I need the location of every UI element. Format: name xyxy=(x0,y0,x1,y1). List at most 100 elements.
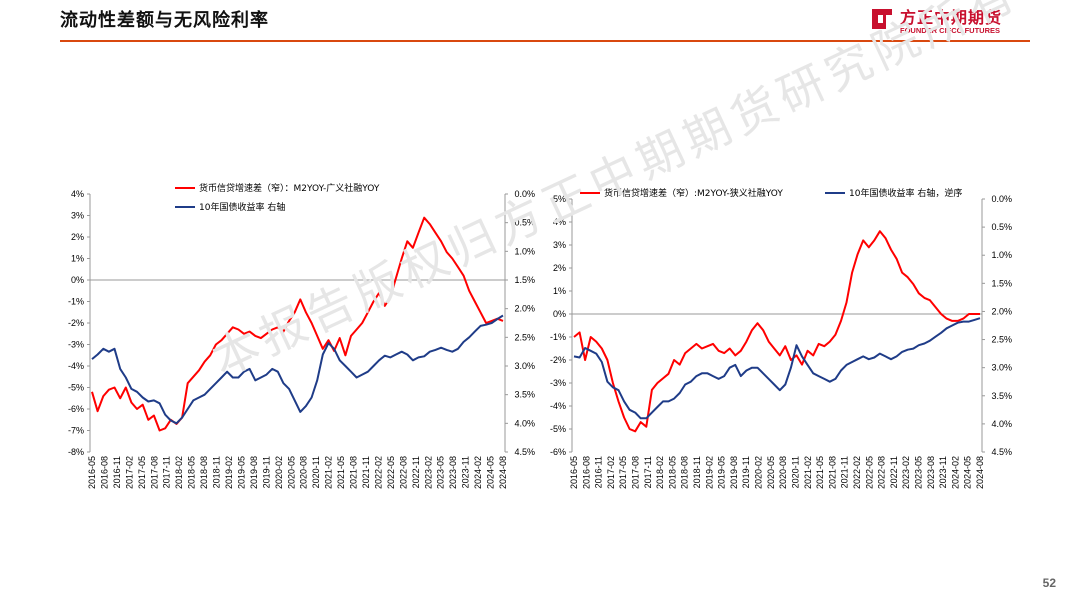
logo-chinese-name: 方正中期期货 xyxy=(900,8,1003,27)
y-right-tick-label: 4.0% xyxy=(514,418,535,428)
x-tick-label: 2016-05 xyxy=(87,456,97,489)
x-tick-label: 2017-08 xyxy=(631,456,641,489)
x-tick-label: 2024-02 xyxy=(473,456,483,489)
x-tick-label: 2021-11 xyxy=(840,456,850,488)
chart-m2-narrow-tsf-vs-10y: 5% 4% 3% 2% 1% 0% -1% -2% -3% -4% -5% -6% 0.0% 0.5% 1.… xyxy=(535,182,1035,502)
x-tick-label: 2019-05 xyxy=(717,456,727,489)
y-right-tick-label: 3.5% xyxy=(991,391,1012,401)
y-right-tick-label: 1.5% xyxy=(991,278,1012,288)
x-tick-label: 2020-02 xyxy=(754,456,764,489)
y-left-tick-label: -5% xyxy=(550,424,566,434)
y-left-tick-label: 5% xyxy=(553,194,566,204)
x-tick-label: 2021-11 xyxy=(361,456,371,488)
y-right-tick-label: 2.0% xyxy=(991,306,1012,316)
x-tick-label: 2017-02 xyxy=(124,456,134,489)
y-right-tick-label: 1.0% xyxy=(991,250,1012,260)
x-tick-label: 2020-08 xyxy=(778,456,788,489)
x-tick-label: 2017-08 xyxy=(149,456,159,489)
x-tick-label: 2021-02 xyxy=(803,456,813,489)
y-right-tick-label: 0.5% xyxy=(514,218,535,228)
y-left-tick-label: 3% xyxy=(71,211,84,221)
x-tick-label: 2017-02 xyxy=(606,456,616,489)
legend-label: 10年国债收益率 右轴，逆序 xyxy=(849,187,962,199)
chart-left-svg: 4% 3% 2% 1% 0% -1% -2% -3% -4% -5% -6% -7% -8% 0.0% 0.… xyxy=(68,182,535,489)
y-right-tick-label: 0.5% xyxy=(991,222,1012,232)
x-tick-label: 2016-11 xyxy=(594,456,604,488)
y-left-tick-label: 0% xyxy=(553,309,566,319)
y-left-tick-label: -3% xyxy=(68,340,84,350)
x-tick-label: 2016-08 xyxy=(581,456,591,489)
x-tick-label: 2018-02 xyxy=(655,456,665,489)
x-tick-label: 2022-08 xyxy=(877,456,887,489)
x-tick-label: 2018-08 xyxy=(199,456,209,489)
y-left-tick-label: -4% xyxy=(550,401,566,411)
series-line-spread xyxy=(91,216,504,432)
x-tick-label: 2022-02 xyxy=(852,456,862,489)
x-tick-label: 2019-08 xyxy=(729,456,739,489)
y-right-tick-label: 2.0% xyxy=(514,304,535,314)
x-tick-label: 2018-11 xyxy=(212,456,222,488)
x-tick-label: 2019-11 xyxy=(261,456,271,488)
y-left-tick-label: 2% xyxy=(553,263,566,273)
series-line-spread xyxy=(573,230,980,433)
x-tick-label: 2023-02 xyxy=(423,456,433,489)
x-tick-label: 2018-08 xyxy=(680,456,690,489)
x-tick-label: 2017-05 xyxy=(618,456,628,489)
y-left-tick-label: -4% xyxy=(68,361,84,371)
x-tick-label: 2018-05 xyxy=(187,456,197,489)
y-right-tick-label: 4.5% xyxy=(514,447,535,457)
x-tick-label: 2023-11 xyxy=(938,456,948,488)
x-tick-label: 2024-02 xyxy=(950,456,960,489)
series-line-10y-yield xyxy=(573,317,981,420)
y-left-tick-label: -1% xyxy=(68,297,84,307)
y-left-tick-label: 4% xyxy=(553,217,566,227)
y-left-tick-label: 0% xyxy=(71,275,84,285)
y-right-tick-label: 1.5% xyxy=(514,275,535,285)
page-number: 52 xyxy=(1042,576,1056,590)
x-tick-label: 2020-05 xyxy=(286,456,296,489)
x-tick-label: 2020-02 xyxy=(274,456,284,489)
x-tick-label: 2019-02 xyxy=(224,456,234,489)
y-left-tick-label: -3% xyxy=(550,378,566,388)
x-tick-label: 2016-11 xyxy=(112,456,122,488)
y-left-tick-label: 4% xyxy=(71,189,84,199)
x-tick-label: 2021-08 xyxy=(827,456,837,489)
y-left-tick-label: -7% xyxy=(68,426,84,436)
x-tick-label: 2016-08 xyxy=(99,456,109,489)
y-right-tick-label: 4.5% xyxy=(991,447,1012,457)
y-right-tick-label: 2.5% xyxy=(514,332,535,342)
logo-english-name: FOUNDER CIFCO FUTURES xyxy=(900,26,1000,35)
x-tick-label: 2023-05 xyxy=(913,456,923,489)
y-right-tick-label: 4.0% xyxy=(991,419,1012,429)
x-tick-label: 2020-11 xyxy=(311,456,321,488)
y-left-tick-label: -2% xyxy=(68,318,84,328)
x-tick-label: 2022-08 xyxy=(398,456,408,489)
legend-label: 10年国债收益率 右轴 xyxy=(199,201,285,213)
y-right-tick-label: 1.0% xyxy=(514,246,535,256)
x-tick-label: 2022-05 xyxy=(864,456,874,489)
chart-m2-broad-tsf-vs-10y: 4% 3% 2% 1% 0% -1% -2% -3% -4% -5% -6% -7% -8% 0.0% 0.… xyxy=(55,182,545,502)
chart-right-svg: 5% 4% 3% 2% 1% 0% -1% -2% -3% -4% -5% -6% 0.0% 0.5% 1.… xyxy=(550,187,1012,489)
x-tick-label: 2023-08 xyxy=(926,456,936,489)
x-tick-label: 2019-05 xyxy=(236,456,246,489)
x-tick-label: 2021-05 xyxy=(815,456,825,489)
y-right-tick-label: 0.0% xyxy=(514,189,535,199)
logo-mark-icon xyxy=(872,9,892,29)
x-tick-label: 2018-02 xyxy=(174,456,184,489)
y-left-tick-label: -6% xyxy=(550,447,566,457)
x-tick-label: 2021-08 xyxy=(349,456,359,489)
page-title: 流动性差额与无风险利率 xyxy=(60,10,269,31)
y-right-tick-label: 3.0% xyxy=(991,363,1012,373)
x-tick-label: 2017-11 xyxy=(643,456,653,488)
x-tick-label: 2024-08 xyxy=(975,456,985,489)
x-tick-label: 2024-05 xyxy=(486,456,496,489)
y-right-tick-label: 2.5% xyxy=(991,335,1012,345)
y-left-tick-label: 3% xyxy=(553,240,566,250)
x-tick-label: 2023-05 xyxy=(436,456,446,489)
x-tick-label: 2021-02 xyxy=(324,456,334,489)
x-tick-label: 2019-08 xyxy=(249,456,259,489)
x-tick-label: 2019-02 xyxy=(704,456,714,489)
y-left-tick-label: 1% xyxy=(553,286,566,296)
x-tick-label: 2021-05 xyxy=(336,456,346,489)
x-tick-label: 2018-05 xyxy=(667,456,677,489)
